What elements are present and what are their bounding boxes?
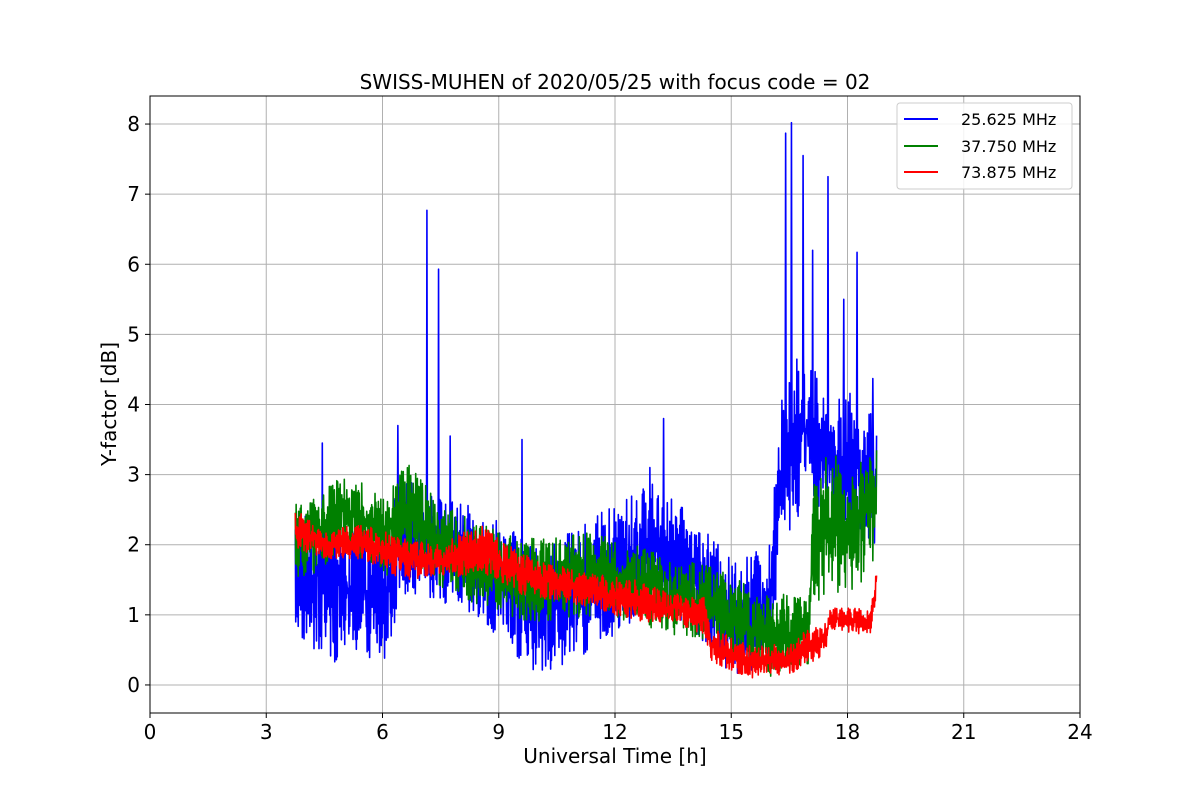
y-axis-ticks: 0 1 2 3 4 5 6 7 8 [127,112,150,697]
x-tick-label: 3 [260,720,273,744]
series-line-73-875-mhz [294,513,878,679]
legend-label-73-875: 73.875 MHz [961,163,1056,182]
legend-label-25-625: 25.625 MHz [961,110,1056,129]
x-tick-label: 12 [602,720,627,744]
x-tick-label: 24 [1067,720,1092,744]
y-tick-label: 0 [127,673,140,697]
y-tick-label: 5 [127,322,140,346]
x-axis-ticks: 0 3 6 9 12 15 18 21 24 [144,713,1093,744]
legend: 25.625 MHz 37.750 MHz 73.875 MHz [896,102,1073,190]
y-tick-label: 2 [127,533,140,557]
x-axis-label: Universal Time [h] [523,744,706,768]
chart-title: SWISS-MUHEN of 2020/05/25 with focus cod… [360,70,871,94]
legend-box [896,102,1073,190]
y-tick-label: 3 [127,463,140,487]
x-tick-label: 18 [835,720,860,744]
x-tick-label: 21 [951,720,976,744]
y-tick-label: 6 [127,252,140,276]
y-axis-label: Y-factor [dB] [97,342,121,467]
legend-label-37-750: 37.750 MHz [961,137,1056,156]
y-tick-label: 1 [127,603,140,627]
y-tick-label: 4 [127,393,140,417]
x-tick-label: 15 [719,720,744,744]
y-tick-label: 8 [127,112,140,136]
x-tick-label: 9 [492,720,505,744]
x-tick-label: 6 [376,720,389,744]
x-tick-label: 0 [144,720,157,744]
y-tick-label: 7 [127,182,140,206]
series-layer [294,121,878,679]
